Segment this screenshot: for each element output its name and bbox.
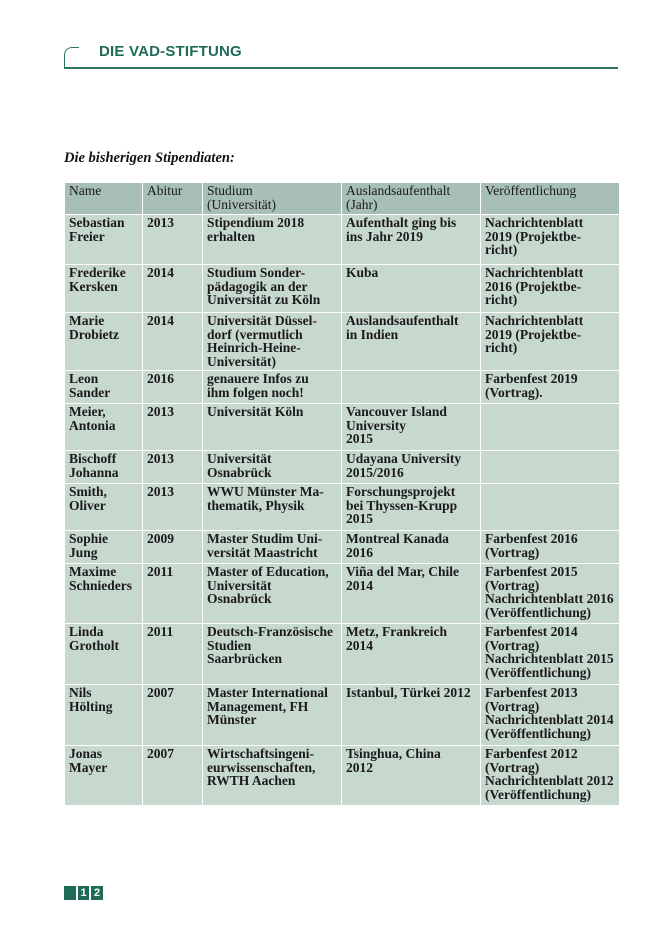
header-corner-ornament [64, 47, 79, 68]
table-heading: Die bisherigen Stipendiaten: [64, 150, 235, 166]
table-cell: Sophie Jung [64, 530, 143, 564]
table-cell: Meier, Antonia [64, 403, 143, 451]
table-cell: Farbenfest 2014 (Vortrag) Nachrichtenbla… [480, 623, 620, 685]
column-header: Studium (Universität) [202, 182, 342, 215]
table-row: Meier, Antonia 2013 Universität Köln Vancou… [64, 403, 620, 451]
table-cell: Maxime Schnieders [64, 563, 143, 624]
table-cell: Universität Osnabrück [202, 450, 342, 484]
table-cell [480, 403, 620, 451]
table-cell: Linda Grotholt [64, 623, 143, 685]
table-cell: Farbenfest 2019 (Vortrag). [480, 370, 620, 404]
table-row: Jonas Mayer 2007 Wirtschaftsingeni- eurwis… [64, 745, 620, 806]
table-cell: Marie Drobietz [64, 312, 143, 371]
table-cell: Leon Sander [64, 370, 143, 404]
table-cell [480, 483, 620, 531]
table-cell: 2014 [142, 312, 203, 371]
table-cell: Nachrichtenblatt 2019 (Projektbe- richt) [480, 214, 620, 265]
table-cell: Studium Sonder- pädagogik an der Univers… [202, 264, 342, 313]
table-cell: Bischoff Johanna [64, 450, 143, 484]
table-cell: Metz, Frankreich 2014 [341, 623, 481, 685]
table-cell: 2013 [142, 483, 203, 531]
table-cell [341, 370, 481, 404]
table-cell: Jonas Mayer [64, 745, 143, 806]
table-cell: Istanbul, Türkei 2012 [341, 684, 481, 746]
table-cell: Montreal Kanada 2016 [341, 530, 481, 564]
page-number-digit: 1 [78, 886, 89, 900]
table-header-row: Name Abitur Studium (Universität) Auslandsa… [64, 182, 620, 215]
table-row: Bischoff Johanna 2013 Universität Osnabrüc… [64, 450, 620, 484]
page-marker [64, 886, 76, 900]
table-cell: Master International Management, FH Müns… [202, 684, 342, 746]
table-cell: Auslandsaufenthalt in Indien [341, 312, 481, 371]
table-cell: Vancouver Island University 2015 [341, 403, 481, 451]
table-cell: Tsinghua, China 2012 [341, 745, 481, 806]
table-cell: genauere Infos zu ihm folgen noch! [202, 370, 342, 404]
table-cell: Aufenthalt ging bis ins Jahr 2019 [341, 214, 481, 265]
table-cell: Stipendium 2018 erhalten [202, 214, 342, 265]
table-row: Maxime Schnieders 2011 Master of Education… [64, 563, 620, 624]
table-cell: Sebastian Freier [64, 214, 143, 265]
table-cell: Farbenfest 2012 (Vortrag) Nachrichtenbla… [480, 745, 620, 806]
table-cell: Farbenfest 2015 (Vortrag) Nachrichtenbla… [480, 563, 620, 624]
table-cell: WWU Münster Ma- thematik, Physik [202, 483, 342, 531]
table-row: Marie Drobietz 2014 Universität Düssel- do… [64, 312, 620, 371]
table-cell: 2014 [142, 264, 203, 313]
table-cell: Deutsch-Französische Studien Saarbrücken [202, 623, 342, 685]
table-cell: 2007 [142, 745, 203, 806]
table-cell: Smith, Oliver [64, 483, 143, 531]
table-cell: Universität Köln [202, 403, 342, 451]
table-cell: 2013 [142, 403, 203, 451]
table-cell: Universität Düssel- dorf (vermutlich Hei… [202, 312, 342, 371]
table-cell: Viña del Mar, Chile 2014 [341, 563, 481, 624]
table-cell: 2009 [142, 530, 203, 564]
table-cell: Nachrichtenblatt 2016 (Projektbe- richt) [480, 264, 620, 313]
table-row: Linda Grotholt 2011 Deutsch-Französische S… [64, 623, 620, 685]
scholarship-table: Name Abitur Studium (Universität) Auslandsa… [64, 182, 620, 806]
table-cell: 2011 [142, 623, 203, 685]
table-cell: 2016 [142, 370, 203, 404]
table-cell: Nils Hölting [64, 684, 143, 746]
table-cell: 2011 [142, 563, 203, 624]
column-header: Veröffentlichung [480, 182, 620, 215]
table-cell: Master of Education, Universität Osnabrü… [202, 563, 342, 624]
table-row: Smith, Oliver 2013 WWU Münster Ma- themati… [64, 483, 620, 531]
table-cell: Forschungsprojekt bei Thyssen-Krupp 2015 [341, 483, 481, 531]
table-cell: Wirtschaftsingeni- eurwissenschaften, RW… [202, 745, 342, 806]
table-row: Nils Hölting 2007 Master International Man… [64, 684, 620, 746]
table-row: Sebastian Freier 2013 Stipendium 2018 erha… [64, 214, 620, 265]
table-cell: 2013 [142, 214, 203, 265]
table-row: Frederike Kersken 2014 Studium Sonder- päd… [64, 264, 620, 313]
table-cell: Master Studim Uni- versität Maastricht [202, 530, 342, 564]
table-cell: Farbenfest 2016 (Vortrag) [480, 530, 620, 564]
table-row: Sophie Jung 2009 Master Studim Uni- versit… [64, 530, 620, 564]
table-cell: 2013 [142, 450, 203, 484]
section-title: DIE VAD-STIFTUNG [99, 43, 242, 60]
table-row: Leon Sander 2016 genauere Infos zu ihm fol… [64, 370, 620, 404]
table-cell: Frederike Kersken [64, 264, 143, 313]
page-number-digit: 2 [91, 886, 103, 900]
table-cell [480, 450, 620, 484]
table-cell: Nachrichtenblatt 2019 (Projektbe- richt) [480, 312, 620, 371]
column-header: Name [64, 182, 143, 215]
column-header: Abitur [142, 182, 203, 215]
header-rule [64, 67, 618, 69]
table-cell: Farbenfest 2013 (Vortrag) Nachrichtenbla… [480, 684, 620, 746]
column-header: Auslandsaufenthalt (Jahr) [341, 182, 481, 215]
table-cell: 2007 [142, 684, 203, 746]
table-cell: Udayana University 2015/2016 [341, 450, 481, 484]
table-cell: Kuba [341, 264, 481, 313]
